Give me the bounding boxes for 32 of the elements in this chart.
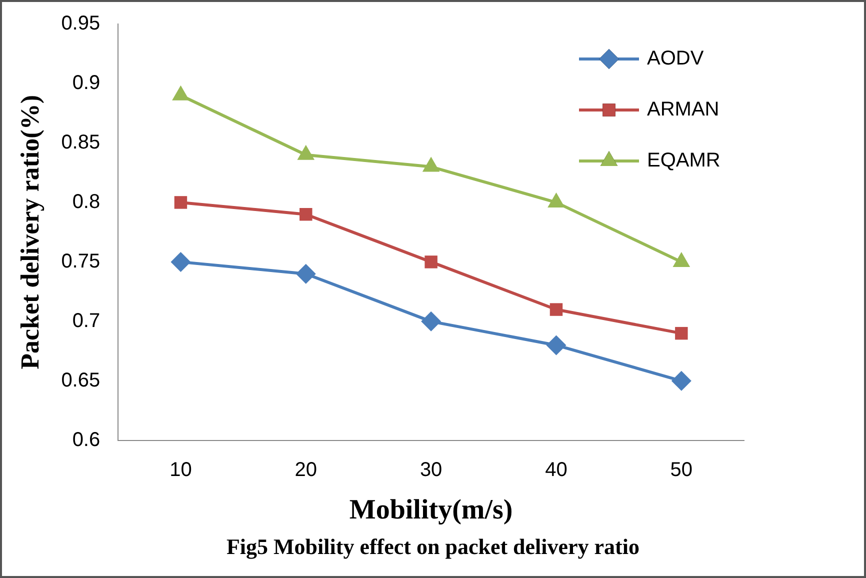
point	[550, 303, 563, 316]
point	[424, 256, 438, 268]
point	[300, 208, 312, 221]
legend-label: EQAMR	[647, 150, 720, 172]
point	[546, 335, 566, 356]
y-tick-label: 0.7	[72, 310, 100, 332]
point	[172, 85, 190, 100]
point	[170, 252, 191, 272]
point	[296, 264, 316, 284]
x-tick-label: 20	[294, 458, 318, 481]
point	[671, 370, 692, 391]
x-tick-label: 30	[420, 458, 442, 481]
legend-label: ARMAN	[647, 98, 720, 121]
x-tick-label: 40	[545, 458, 568, 481]
y-tick-label: 0.6	[72, 428, 100, 451]
point	[548, 192, 565, 208]
x-tick-label: 50	[670, 458, 693, 481]
y-tick-label: 0.75	[61, 250, 100, 272]
y-tick-label: 0.85	[61, 131, 100, 154]
point	[421, 311, 442, 332]
y-tick-label: 0.65	[61, 369, 100, 392]
y-tick-label: 0.9	[72, 72, 100, 94]
point	[422, 156, 440, 172]
caption: Fig5 Mobility effect on packet delivery ratio	[225, 534, 640, 560]
legend-label: AODV	[647, 48, 704, 70]
y-axis-title: Packet delivery ratio(%)	[15, 95, 44, 370]
point	[675, 326, 688, 340]
point	[297, 144, 315, 160]
x-axis-title: Mobility(m/s)	[349, 494, 513, 526]
x-tick-label: 10	[170, 458, 192, 481]
y-tick-label: 0.8	[72, 190, 100, 213]
y-tick-label: 0.95	[61, 12, 100, 35]
